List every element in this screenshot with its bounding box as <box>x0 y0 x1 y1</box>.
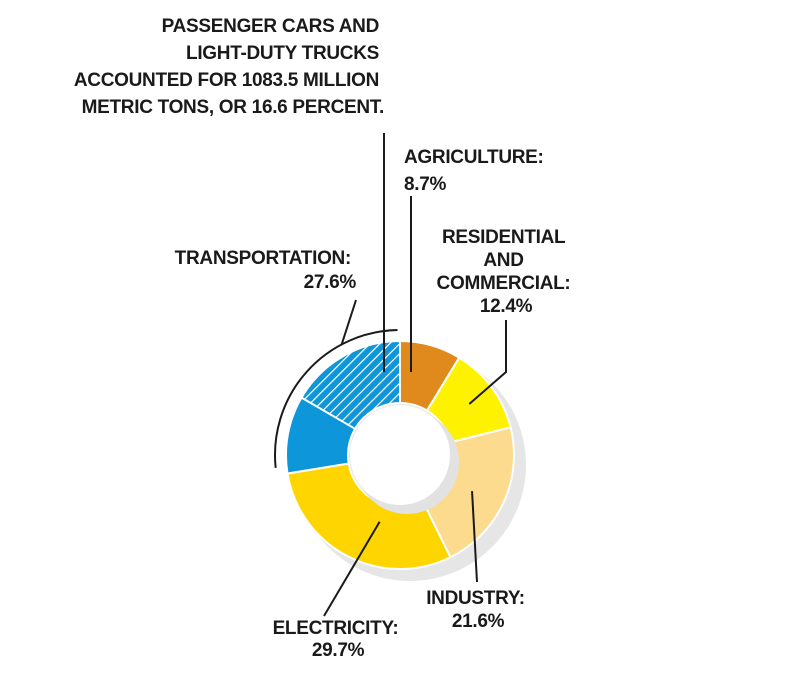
annotation-line-3: ACCOUNTED FOR 1083.5 MILLION <box>74 70 379 91</box>
annotation-text: PASSENGER CARS AND LIGHT-DUTY TRUCKS ACC… <box>74 16 384 118</box>
annotation-line-1: PASSENGER CARS AND <box>162 16 379 37</box>
leader-industry <box>471 491 478 583</box>
label-residential-line-1: RESIDENTIAL <box>442 227 566 248</box>
annotation-line-2: LIGHT-DUTY TRUCKS <box>186 43 379 64</box>
label-industry: INDUSTRY: 21.6% <box>426 588 530 632</box>
label-residential-line-3: COMMERCIAL: <box>437 273 571 294</box>
label-transportation: TRANSPORTATION: 27.6% <box>175 248 357 293</box>
label-residential-commercial: RESIDENTIAL AND COMMERCIAL: 12.4% <box>437 227 576 317</box>
label-transportation-name: TRANSPORTATION: <box>175 248 351 269</box>
label-residential-value: 12.4% <box>480 296 533 317</box>
label-electricity-value: 29.7% <box>312 640 365 661</box>
transportation-bracket <box>274 329 398 468</box>
label-industry-value: 21.6% <box>452 611 505 632</box>
leader-residential-commercial <box>468 320 507 405</box>
slice-passenger-cars-hatched <box>300 339 401 431</box>
leader-electricity <box>323 521 381 617</box>
label-agriculture-name: AGRICULTURE: <box>404 147 544 168</box>
donut-hole <box>350 405 450 505</box>
label-agriculture: AGRICULTURE: 8.7% <box>404 147 549 195</box>
label-residential-line-2: AND <box>483 250 523 271</box>
label-agriculture-value: 8.7% <box>404 174 447 195</box>
leader-lines <box>274 133 507 617</box>
label-electricity: ELECTRICITY: 29.7% <box>273 618 404 661</box>
donut-slices <box>285 339 515 570</box>
label-industry-name: INDUSTRY: <box>426 588 525 609</box>
label-electricity-name: ELECTRICITY: <box>273 618 399 639</box>
annotation-line-4: METRIC TONS, OR 16.6 PERCENT. <box>82 97 384 118</box>
label-transportation-value: 27.6% <box>304 272 357 293</box>
leader-transportation <box>340 299 357 345</box>
